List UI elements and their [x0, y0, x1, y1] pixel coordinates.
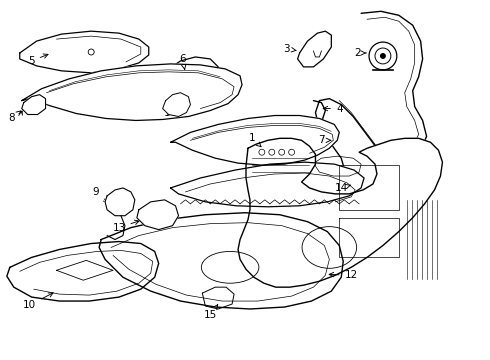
Polygon shape [238, 138, 442, 287]
Polygon shape [137, 200, 178, 230]
Polygon shape [163, 57, 218, 93]
Text: 5: 5 [28, 54, 48, 66]
Text: 10: 10 [23, 293, 53, 310]
Text: 3: 3 [283, 44, 296, 54]
Text: 15: 15 [204, 305, 218, 320]
Text: 9: 9 [93, 187, 108, 202]
Polygon shape [7, 242, 159, 301]
Polygon shape [22, 95, 46, 114]
Polygon shape [171, 162, 364, 207]
Polygon shape [105, 188, 135, 216]
Text: 14: 14 [335, 183, 351, 193]
Polygon shape [171, 116, 339, 165]
Polygon shape [20, 31, 149, 73]
Text: 6: 6 [179, 54, 186, 69]
Polygon shape [163, 93, 191, 117]
Text: 7: 7 [318, 135, 331, 145]
Text: 13: 13 [112, 220, 139, 233]
Polygon shape [297, 31, 331, 67]
Text: 2: 2 [354, 48, 366, 58]
Polygon shape [22, 64, 242, 121]
Text: 1: 1 [248, 133, 261, 147]
Polygon shape [99, 213, 343, 309]
Circle shape [369, 42, 397, 70]
Circle shape [380, 53, 386, 59]
Text: 11: 11 [164, 105, 177, 117]
Text: 4: 4 [323, 104, 343, 113]
Text: 12: 12 [329, 270, 358, 280]
Text: 8: 8 [8, 111, 21, 123]
